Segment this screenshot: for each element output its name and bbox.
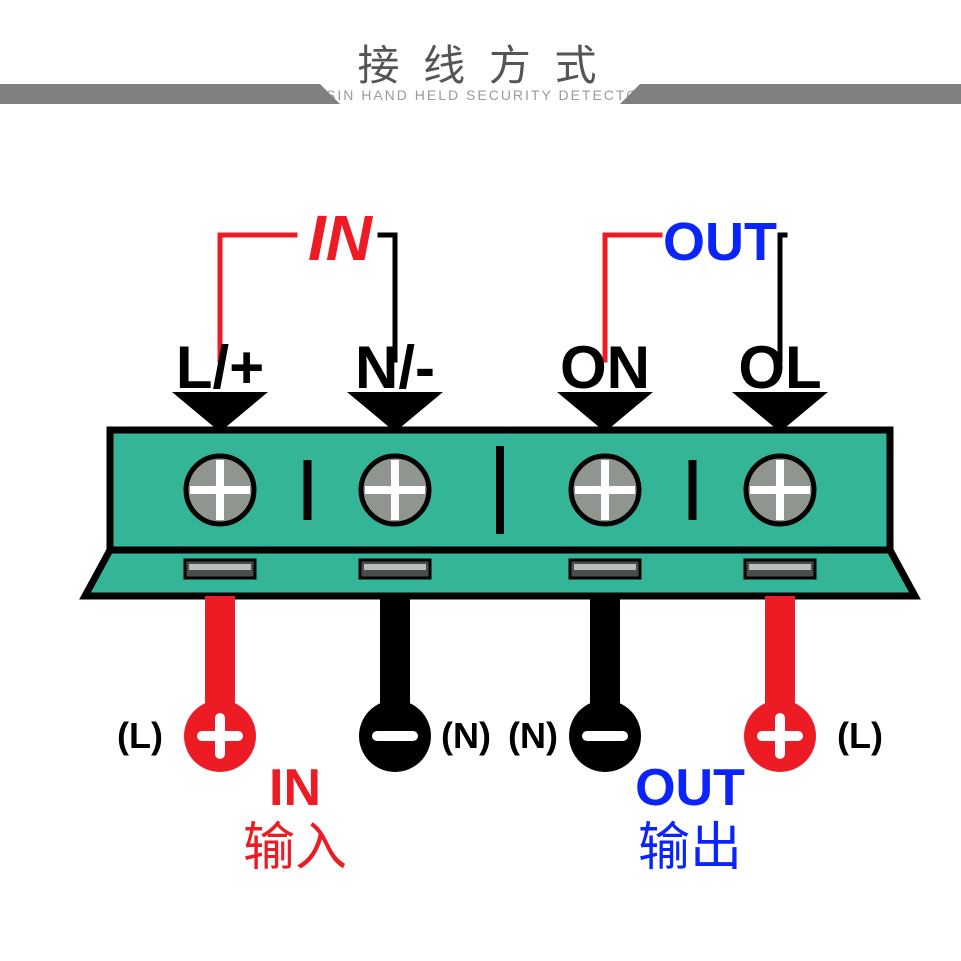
wire-stem [380, 596, 410, 706]
wire-stem [590, 596, 620, 706]
block-divider [689, 460, 697, 520]
polarity-side-label: (L) [117, 715, 163, 756]
wire-slot-highlight [749, 564, 811, 570]
arrow-down-icon [732, 392, 828, 432]
polarity-side-label: (L) [837, 715, 883, 756]
block-divider [304, 460, 312, 520]
wire-slot-highlight [189, 564, 251, 570]
bottom-out-en: OUT [635, 759, 745, 817]
terminal-label: L/+ [176, 334, 264, 401]
out-label: OUT [663, 212, 777, 272]
in-label: IN [308, 202, 374, 274]
bottom-in-en: IN [269, 759, 321, 817]
terminal-block [85, 430, 915, 596]
arrow-down-icon [557, 392, 653, 432]
wire-stem [765, 596, 795, 706]
block-divider [496, 446, 504, 534]
arrow-down-icon [172, 392, 268, 432]
arrow-down-icon [347, 392, 443, 432]
header-bar-left [0, 84, 340, 104]
header: 接 线 方 式 PISIN HAND HELD SECURITY DETECTO… [0, 42, 961, 104]
wire-stem [205, 596, 235, 706]
bottom-labels: IN 输入 OUT 输出 [243, 759, 745, 877]
terminal-label: OL [738, 334, 821, 401]
polarity-side-label: (N) [441, 715, 491, 756]
terminal-label: ON [560, 334, 650, 401]
header-subtitle-en: PISIN HAND HELD SECURITY DETECTOR [309, 87, 651, 103]
header-title-cn: 接 线 方 式 [357, 42, 602, 89]
wiring-diagram: 接 线 方 式 PISIN HAND HELD SECURITY DETECTO… [0, 0, 961, 961]
wire-slot-highlight [574, 564, 636, 570]
bottom-out-cn: 输出 [638, 819, 742, 877]
top-wires: IN OUT [220, 202, 785, 360]
bottom-in-cn: 输入 [243, 819, 347, 877]
terminal-labels: L/+ N/- ON OL [172, 334, 828, 432]
terminal-label: N/- [355, 334, 435, 401]
header-bar-right [620, 84, 961, 104]
polarity-side-label: (N) [508, 715, 558, 756]
wire-slot-highlight [364, 564, 426, 570]
wires-below: (L) (N) (N) (L) [117, 596, 883, 772]
